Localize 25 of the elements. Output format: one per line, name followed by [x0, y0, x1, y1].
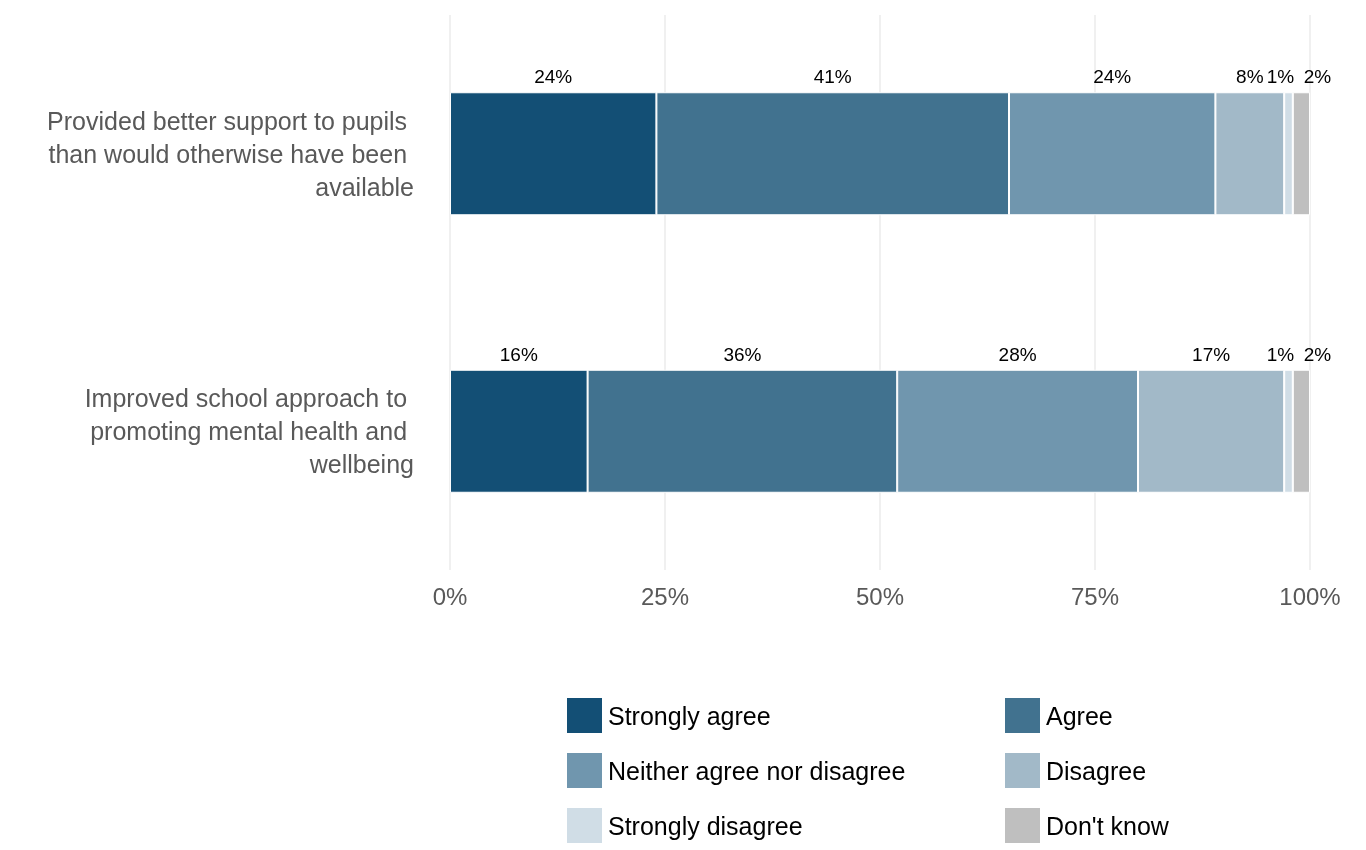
legend-label: Strongly agree: [608, 701, 771, 730]
legend-label: Strongly disagree: [608, 811, 803, 840]
data-label: 16%: [499, 343, 538, 365]
legend-label: Disagree: [1046, 756, 1147, 785]
x-tick-label: 0%: [432, 582, 468, 610]
x-tick-label: 75%: [1070, 582, 1120, 610]
data-label: 28%: [998, 343, 1037, 365]
data-label: 36%: [723, 343, 762, 365]
data-label: 1%: [1266, 343, 1295, 365]
data-label: 24%: [1093, 66, 1132, 88]
y-tick-label: Improved school approach to promoting mental health and wellbeing: [84, 384, 414, 479]
data-label: 2%: [1303, 66, 1332, 88]
data-label: 41%: [813, 66, 852, 88]
y-tick-label: Provided better support to pupils than would otherwise have been available: [47, 106, 414, 201]
x-tick-label: 100%: [1279, 582, 1341, 610]
data-label: 2%: [1303, 343, 1332, 365]
x-tick-label: 50%: [855, 582, 905, 610]
legend-label: Don't know: [1046, 811, 1170, 840]
data-label: 8%: [1236, 66, 1264, 88]
legend-label: Neither agree nor disagree: [608, 756, 906, 785]
legend-label: Agree: [1046, 701, 1113, 730]
data-label: 1%: [1266, 66, 1295, 88]
x-tick-label: 25%: [640, 582, 690, 610]
data-label: 24%: [534, 66, 573, 88]
data-label: 17%: [1192, 343, 1231, 365]
